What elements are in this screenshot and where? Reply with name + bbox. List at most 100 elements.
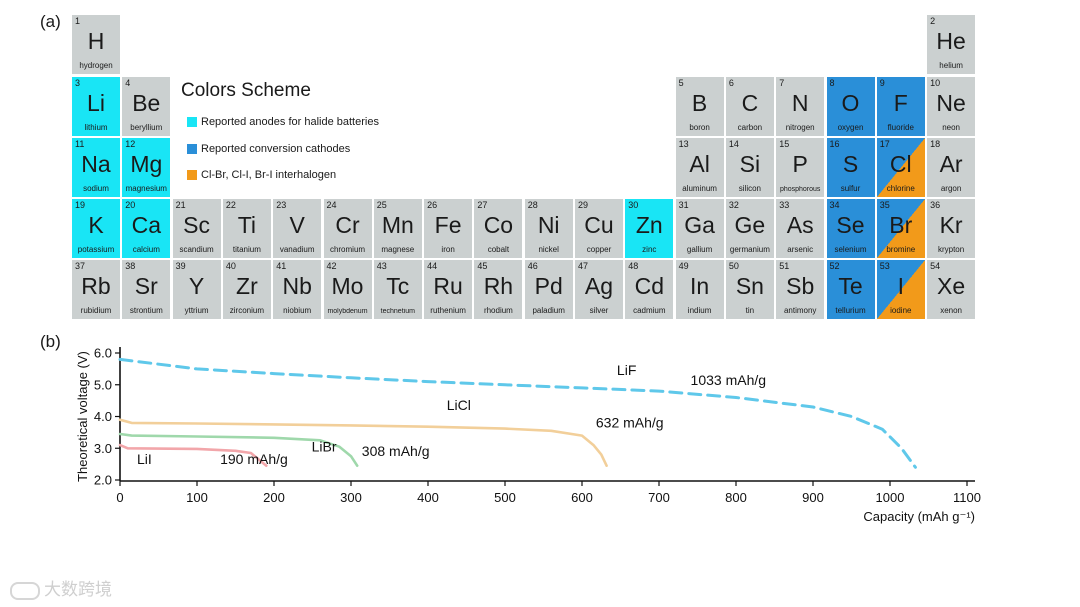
panel-a-label: (a)	[40, 12, 61, 31]
element-symbol: Co	[483, 212, 514, 238]
element-number: 49	[678, 261, 689, 271]
element-name: silver	[589, 306, 609, 315]
series-line-lif	[118, 357, 917, 469]
y-tick-label: 4.0	[94, 409, 112, 424]
element-number: 10	[930, 78, 941, 88]
capacity-label-lii: 190 mAh/g	[220, 451, 288, 467]
element-symbol: Mg	[130, 151, 163, 177]
element-number: 44	[427, 261, 438, 271]
capacity-label-lif: 1033 mAh/g	[691, 372, 767, 388]
element-symbol: Kr	[939, 212, 963, 238]
element-number: 18	[930, 139, 941, 149]
element-number: 52	[829, 261, 840, 271]
element-symbol: Rh	[483, 273, 514, 299]
element-symbol: As	[786, 212, 814, 238]
element-symbol: S	[842, 151, 859, 177]
y-tick-label: 6.0	[94, 346, 112, 361]
element-number: 1	[75, 16, 81, 26]
legend-swatch-anodes	[187, 117, 197, 127]
watermark: 大数跨境	[10, 575, 112, 600]
element-number: 33	[779, 200, 790, 210]
element-name: sodium	[83, 184, 109, 193]
element-number: 48	[628, 261, 639, 271]
x-axis-label: Capacity (mAh g⁻¹)	[863, 509, 975, 524]
x-tick-label: 800	[725, 490, 747, 505]
element-se: 34 Se selenium	[826, 199, 875, 258]
legend-swatch-interhalogen	[187, 170, 197, 180]
element-name: germanium	[729, 245, 770, 254]
element-number: 43	[376, 261, 387, 271]
series-line-licl	[118, 418, 608, 467]
element-number: 6	[728, 78, 734, 88]
element-symbol: Ge	[734, 212, 766, 238]
legend-label-interhalogen: Cl-Br, Cl-I, Br-I interhalogen	[201, 169, 337, 181]
element-name: potassium	[77, 245, 115, 254]
element-symbol: V	[289, 212, 305, 238]
element-symbol: Se	[836, 212, 865, 238]
element-symbol: Ca	[131, 212, 161, 238]
y-tick-label: 2.0	[94, 473, 112, 488]
element-number: 34	[829, 200, 840, 210]
element-number: 15	[779, 139, 790, 149]
element-ca: 20 Ca calcium	[122, 199, 171, 258]
element-br: 35 Br bromine	[876, 199, 925, 258]
element-name: zinc	[642, 245, 657, 254]
element-name: krypton	[937, 245, 965, 254]
element-number: 30	[628, 200, 639, 210]
element-symbol: Sb	[786, 273, 815, 299]
element-xe: 54 Xe xenon	[927, 260, 976, 319]
element-name: titanium	[232, 245, 261, 254]
element-name: indium	[687, 306, 712, 315]
element-mn: 25 Mn magnese	[373, 199, 422, 258]
element-number: 11	[75, 139, 85, 149]
legend-label-anodes: Reported anodes for halide batteries	[201, 116, 379, 128]
element-symbol: N	[791, 90, 809, 116]
element-li: 3 Li lithium	[72, 77, 120, 136]
element-co: 27 Co cobalt	[474, 199, 523, 258]
element-cd: 48 Cd cadmium	[625, 260, 674, 319]
element-be: 4 Be beryllium	[122, 77, 171, 136]
element-name: scandium	[179, 245, 214, 254]
legend-swatch-cathodes	[187, 144, 197, 154]
element-number: 14	[728, 139, 739, 149]
element-number: 16	[829, 139, 840, 149]
element-number: 29	[578, 200, 589, 210]
element-number: 51	[779, 261, 790, 271]
element-si: 14 Si silicon	[725, 138, 774, 197]
element-number: 54	[930, 261, 941, 271]
element-symbol: Li	[87, 90, 105, 116]
y-axis-label: Theoretical voltage (V)	[75, 351, 90, 482]
element-name: silicon	[738, 184, 761, 193]
element-number: 36	[930, 200, 941, 210]
element-symbol: Xe	[937, 273, 966, 299]
element-number: 19	[75, 200, 86, 210]
element-name: yttrium	[184, 306, 209, 315]
capacity-label-licl: 632 mAh/g	[596, 415, 664, 431]
element-symbol: K	[88, 212, 104, 238]
element-name: calcium	[132, 245, 160, 254]
element-symbol: Ti	[237, 212, 257, 238]
element-number: 45	[477, 261, 488, 271]
element-number: 37	[75, 261, 86, 271]
element-name: tin	[745, 306, 755, 315]
element-number: 17	[879, 139, 890, 149]
element-symbol: Cl	[889, 151, 912, 177]
element-sc: 21 Sc scandium	[172, 199, 221, 258]
element-name: arsenic	[787, 245, 814, 254]
element-name: lithium	[84, 123, 108, 132]
element-name: antimony	[783, 306, 817, 315]
element-name: chlorine	[886, 184, 915, 193]
element-mo: 42 Mo molybdenum	[323, 260, 372, 319]
element-symbol: Ne	[936, 90, 966, 116]
element-number: 35	[879, 200, 890, 210]
element-number: 42	[326, 261, 337, 271]
element-name: fluoride	[887, 123, 914, 132]
element-symbol: Cu	[584, 212, 614, 238]
element-number: 32	[728, 200, 739, 210]
element-rb: 37 Rb rubidium	[72, 260, 120, 319]
